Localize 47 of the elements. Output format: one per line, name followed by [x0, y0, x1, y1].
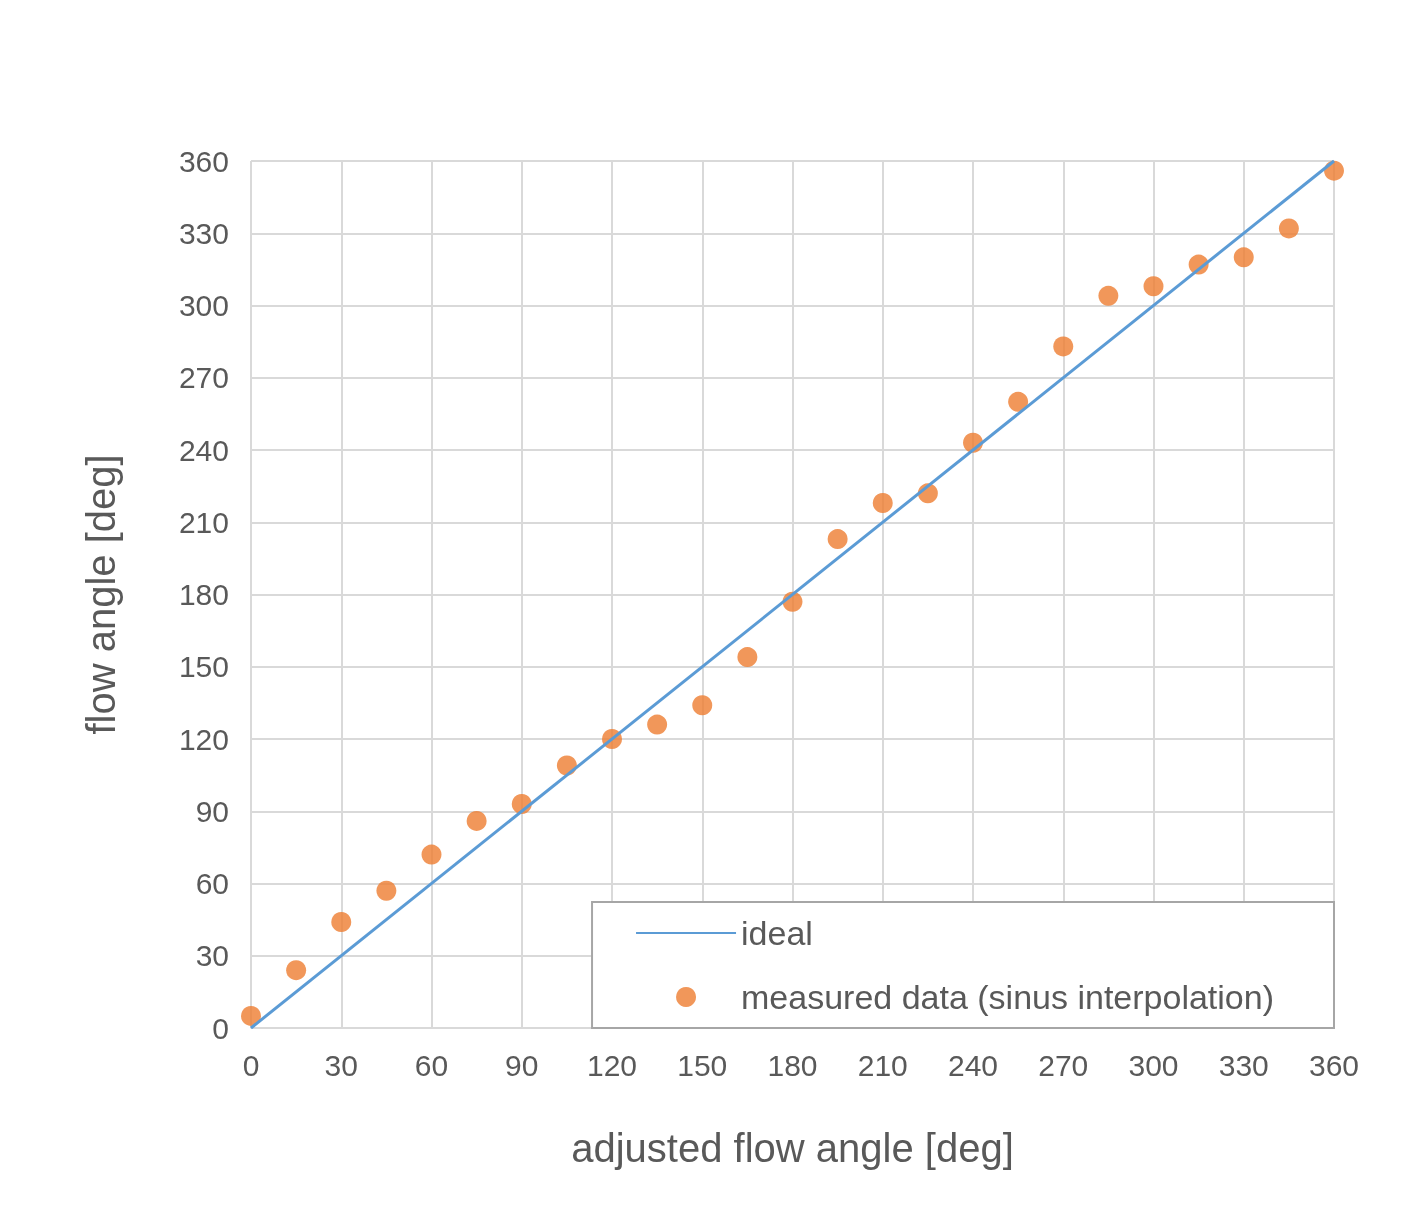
y-tick-label: 60	[195, 867, 229, 900]
x-tick-label: 30	[324, 1048, 358, 1082]
x-tick-label: 120	[586, 1048, 638, 1082]
x-tick-label: 150	[677, 1048, 728, 1082]
y-tick-label: 0	[212, 1011, 229, 1045]
point	[1233, 247, 1254, 268]
x-tick-label: 60	[414, 1048, 449, 1082]
x-axis-title: adjusted flow angle [deg]	[571, 1126, 1014, 1170]
point	[1278, 218, 1299, 239]
point	[1008, 391, 1029, 412]
point	[1053, 336, 1074, 357]
x-tick-label: 240	[947, 1048, 999, 1082]
point	[286, 960, 307, 981]
point	[1098, 285, 1119, 306]
y-tick-label: 90	[195, 794, 229, 828]
legend-label: ideal	[741, 914, 813, 952]
x-tick-label: 330	[1218, 1048, 1269, 1082]
x-tick-label: 360	[1308, 1048, 1360, 1082]
legend-label: measured data (sinus interpolation)	[741, 978, 1275, 1016]
point	[466, 810, 487, 831]
y-tick-label: 120	[178, 722, 229, 756]
point	[827, 529, 848, 550]
point	[241, 1005, 261, 1026]
point	[421, 844, 442, 865]
y-axis-title: flow angle [deg]	[79, 454, 123, 735]
x-tick-label: 0	[242, 1048, 260, 1082]
point	[331, 912, 352, 933]
x-tick-label: 180	[767, 1048, 818, 1082]
y-tick-label: 240	[178, 433, 229, 467]
point	[376, 880, 397, 901]
y-tick-label: 270	[178, 361, 229, 395]
point	[647, 714, 668, 735]
x-tick-label: 210	[857, 1048, 908, 1082]
y-tick-label: 300	[178, 289, 229, 322]
x-tick-label: 90	[505, 1048, 539, 1082]
y-tick-label: 360	[178, 144, 229, 178]
point	[737, 647, 758, 668]
y-tick-label: 30	[195, 939, 229, 973]
y-tick-label: 210	[178, 505, 229, 539]
y-tick-label: 150	[178, 650, 229, 684]
y-tick-label: 180	[178, 578, 229, 611]
point	[872, 492, 893, 513]
x-tick-label: 300	[1128, 1048, 1179, 1082]
y-tick-label: 330	[178, 216, 229, 250]
point	[692, 695, 713, 716]
x-tick-label: 270	[1038, 1048, 1089, 1082]
point	[1143, 276, 1164, 297]
